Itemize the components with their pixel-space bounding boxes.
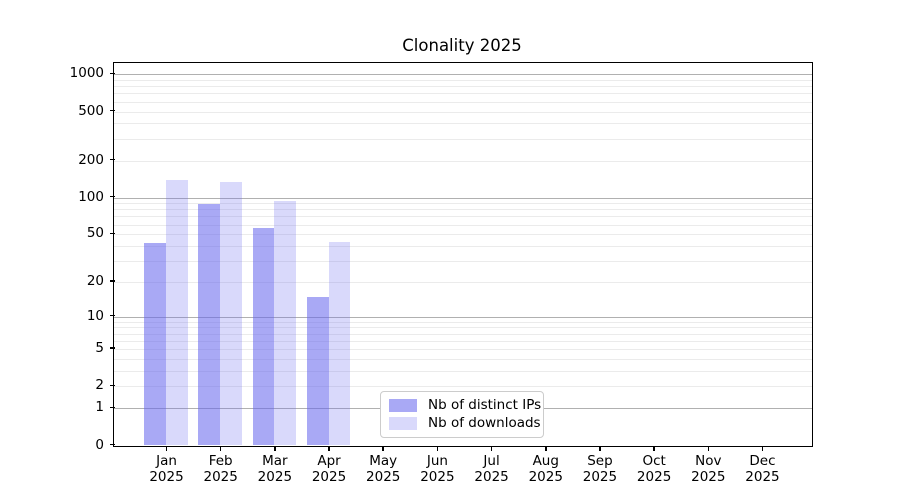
x-tick-label: Jul 2025 [474,452,509,485]
gridline-minor [114,123,812,125]
bar-ips-apr [306,296,329,446]
gridline-minor [114,349,812,351]
x-tick-mark [274,446,276,451]
legend-item-downloads: Nb of downloads [389,415,541,432]
y-tick-label: 500 [78,102,104,119]
x-tick-label: Oct 2025 [636,452,672,485]
gridline-minor [114,203,812,205]
x-tick-label: Feb 2025 [203,452,238,485]
x-tick-mark [382,446,384,451]
legend-label-distinct-ips: Nb of distinct IPs [428,397,542,413]
x-tick-mark [328,446,330,451]
bar-ips-feb [198,204,221,446]
gridline-minor [114,86,812,88]
gridline-minor [114,224,812,226]
y-tick-label: 50 [86,225,104,242]
x-tick-label: Jun 2025 [420,452,455,485]
y-tick-label: 1000 [69,65,104,82]
gridline-minor [114,333,812,335]
gridline-minor [114,386,812,388]
y-tick-mark [109,72,115,75]
y-tick-mark [109,280,115,282]
legend-swatch-distinct-ips [389,399,417,412]
x-tick-mark [165,446,168,451]
gridline-minor [114,209,812,211]
y-tick-label: 1 [95,399,104,416]
y-tick-mark [109,158,115,161]
bar-ips-mar [252,228,275,446]
gridline-minor [114,160,812,162]
legend-label-downloads: Nb of downloads [428,415,541,431]
y-tick-mark [109,109,115,112]
gridline-minor [114,234,812,236]
y-tick-label: 20 [86,272,104,289]
x-tick-label: Apr 2025 [311,452,347,485]
x-tick-label: May 2025 [366,452,401,485]
gridline-minor [114,216,812,218]
gridline-minor [114,281,812,283]
y-tick-label: 5 [95,340,104,357]
y-tick-label: 200 [78,151,104,168]
bar-downloads-apr [328,242,351,446]
y-tick-mark [109,195,115,198]
y-tick-mark [109,384,115,387]
x-tick-mark [436,446,439,451]
bar-downloads-jan [166,180,188,446]
gridline-minor [114,93,812,95]
legend: Nb of distinct IPs Nb of downloads [380,391,544,438]
x-tick-label: Nov 2025 [691,452,726,485]
x-tick-label: Mar 2025 [257,452,293,485]
gridline-minor [114,138,812,140]
gridline-minor [114,111,812,113]
x-tick-label: Aug 2025 [528,452,563,485]
bar-downloads-mar [274,201,297,446]
legend-swatch-downloads [389,417,417,430]
gridline-major [114,316,812,318]
legend-item-distinct-ips: Nb of distinct IPs [389,397,541,414]
x-tick-mark [490,446,493,451]
y-tick-label: 0 [95,436,104,453]
gridline-minor [114,321,812,323]
x-tick-label: Jan 2025 [149,452,184,485]
x-tick-mark [545,446,547,451]
y-tick-mark [109,232,115,235]
x-tick-mark [599,446,601,451]
bar-downloads-feb [220,182,242,446]
chart-title: Clonality 2025 [402,36,522,55]
y-tick-label: 100 [78,188,104,205]
y-tick-mark [109,347,115,349]
gridline-minor [114,80,812,81]
y-tick-mark [109,406,115,408]
gridline-minor [114,340,812,342]
plot-area [113,62,813,447]
gridline-minor [114,359,812,361]
x-tick-mark [761,446,764,451]
gridline-minor [114,261,812,263]
y-tick-label: 2 [95,377,104,394]
x-tick-label: Dec 2025 [745,452,780,485]
gridline-minor [114,371,812,373]
x-tick-label: Sep 2025 [582,452,618,485]
y-tick-label: 10 [86,307,104,324]
x-tick-mark [653,446,655,451]
gridline-minor [114,101,812,103]
gridline-minor [114,327,812,329]
gridline-minor [114,245,812,247]
x-tick-mark [707,446,710,451]
gridline-major [114,197,812,199]
y-tick-mark [109,314,115,317]
bar-ips-jan [144,243,166,446]
x-tick-mark [219,446,222,451]
y-tick-mark [109,443,115,446]
gridline-major [114,74,812,76]
